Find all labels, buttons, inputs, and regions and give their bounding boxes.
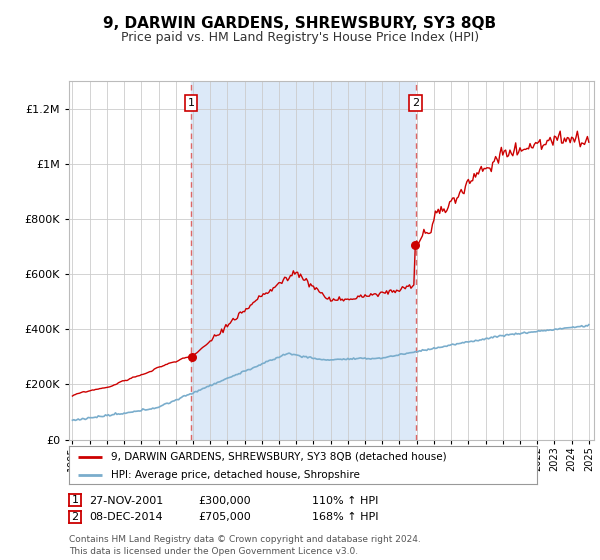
Text: 110% ↑ HPI: 110% ↑ HPI: [312, 496, 379, 506]
Text: 08-DEC-2014: 08-DEC-2014: [89, 512, 163, 522]
Text: HPI: Average price, detached house, Shropshire: HPI: Average price, detached house, Shro…: [111, 470, 360, 480]
Text: 2: 2: [71, 512, 79, 522]
Bar: [191, 81, 415, 440]
Text: £705,000: £705,000: [198, 512, 251, 522]
Text: 168% ↑ HPI: 168% ↑ HPI: [312, 512, 379, 522]
Text: Contains HM Land Registry data © Crown copyright and database right 2024.
This d: Contains HM Land Registry data © Crown c…: [69, 535, 421, 556]
Text: 9, DARWIN GARDENS, SHREWSBURY, SY3 8QB (detached house): 9, DARWIN GARDENS, SHREWSBURY, SY3 8QB (…: [111, 451, 447, 461]
Text: 27-NOV-2001: 27-NOV-2001: [89, 496, 163, 506]
Text: 1: 1: [71, 495, 79, 505]
Text: 9, DARWIN GARDENS, SHREWSBURY, SY3 8QB: 9, DARWIN GARDENS, SHREWSBURY, SY3 8QB: [103, 16, 497, 31]
Text: 2: 2: [412, 98, 419, 108]
Point: [410, 241, 420, 250]
Text: Price paid vs. HM Land Registry's House Price Index (HPI): Price paid vs. HM Land Registry's House …: [121, 31, 479, 44]
Text: 1: 1: [188, 98, 195, 108]
Point: [187, 352, 196, 361]
Text: £300,000: £300,000: [198, 496, 251, 506]
